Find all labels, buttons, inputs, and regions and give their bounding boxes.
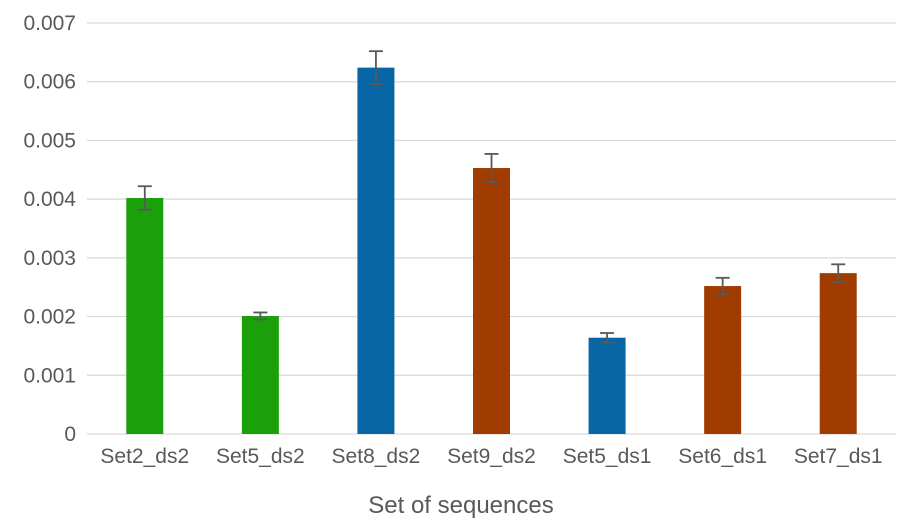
x-tick-label: Set7_ds1 <box>794 445 883 468</box>
bar <box>588 337 626 434</box>
x-tick-label: Set2_ds2 <box>100 445 189 468</box>
x-tick-label: Set6_ds1 <box>678 445 767 468</box>
x-tick-label: Set9_ds2 <box>447 445 536 468</box>
bars <box>126 67 857 434</box>
bar <box>241 315 279 434</box>
bar <box>704 286 742 434</box>
y-tick-label: 0.003 <box>23 247 76 270</box>
bar <box>819 273 857 434</box>
y-tick-label: 0.004 <box>23 188 76 211</box>
y-tick-label: 0.006 <box>23 71 76 94</box>
y-tick-label: 0.002 <box>23 306 76 329</box>
error-bars <box>137 50 846 344</box>
x-axis-tick-labels: Set2_ds2 Set5_ds2 Set8_ds2 Set9_ds2 Set5_ds1… <box>100 445 882 468</box>
bar <box>357 67 395 434</box>
y-tick-label: 0.001 <box>23 364 76 387</box>
x-tick-label: Set5_ds2 <box>216 445 305 468</box>
x-tick-label: Set5_ds1 <box>563 445 652 468</box>
y-tick-label: 0.005 <box>23 129 76 152</box>
x-axis-title: Set of sequences <box>368 492 553 519</box>
x-tick-label: Set8_ds2 <box>332 445 421 468</box>
y-axis-tick-labels: 0 0.001 0.002 0.003 0.004 0.005 0.006 0.007 <box>23 12 76 446</box>
y-tick-label: 0.007 <box>23 12 76 35</box>
bar <box>126 197 164 434</box>
y-tick-label: 0 <box>64 423 76 446</box>
bar <box>473 168 510 434</box>
